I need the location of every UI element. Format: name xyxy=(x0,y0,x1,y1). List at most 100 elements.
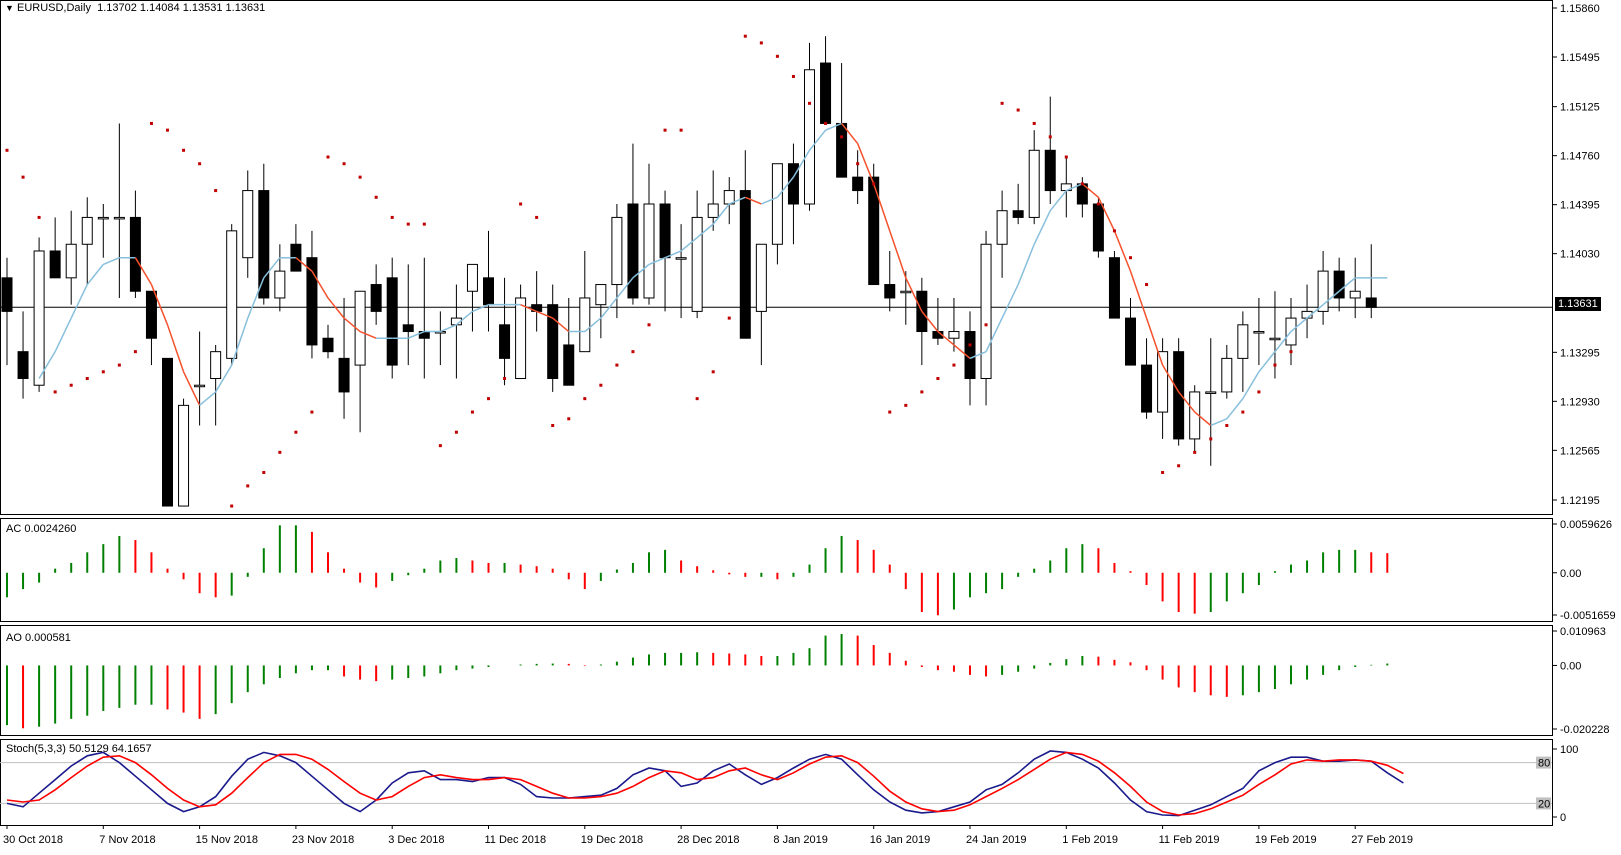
moving-average-segment xyxy=(327,297,345,319)
panel-frame-st xyxy=(0,739,1553,826)
moving-average-segment xyxy=(937,330,955,346)
moving-average-segment xyxy=(921,310,939,332)
candle-body xyxy=(563,344,575,386)
moving-average-segment xyxy=(1017,243,1035,285)
candle-body xyxy=(1173,351,1185,440)
ac-axis-label: 0.00 xyxy=(1560,568,1581,580)
moving-average-segment xyxy=(552,317,570,333)
moving-average-segment xyxy=(712,203,730,225)
x-axis-label: 24 Jan 2019 xyxy=(966,834,1027,846)
moving-average-segment xyxy=(1306,304,1324,319)
psar-dot xyxy=(872,182,876,186)
candle-body xyxy=(129,216,141,292)
psar-dot xyxy=(310,410,314,414)
psar-dot xyxy=(230,504,234,508)
moving-average-segment xyxy=(295,257,313,272)
moving-average-segment xyxy=(985,317,1003,352)
candle-body xyxy=(1044,149,1056,192)
candle-body xyxy=(33,250,45,386)
price-axis-label: 1.14760 xyxy=(1560,151,1600,163)
candle-body xyxy=(820,62,832,124)
moving-average-segment xyxy=(1322,290,1340,306)
moving-average-segment xyxy=(38,351,56,379)
menu-triangle-icon[interactable]: ▼ xyxy=(5,3,14,13)
moving-average-segment xyxy=(841,122,859,145)
psar-dot xyxy=(888,410,892,414)
x-axis-label: 1 Feb 2019 xyxy=(1062,834,1118,846)
candle-body xyxy=(1333,270,1345,299)
moving-average-segment xyxy=(472,303,489,313)
candle-body xyxy=(17,351,29,380)
x-axis-label: 8 Jan 2019 xyxy=(773,834,827,846)
candle-body xyxy=(226,230,238,359)
ao-axis-label: 0.010963 xyxy=(1560,626,1606,638)
candle-body xyxy=(948,331,960,339)
moving-average-segment xyxy=(230,317,249,366)
psar-dot xyxy=(695,397,699,401)
psar-dot xyxy=(470,410,474,414)
candle-body xyxy=(980,243,992,380)
psar-dot xyxy=(968,343,972,347)
candle-body xyxy=(707,203,719,218)
moving-average-segment xyxy=(54,317,72,352)
moving-average-segment xyxy=(166,324,185,373)
psar-dot xyxy=(727,316,731,320)
psar-dot xyxy=(1016,108,1020,112)
candle-body xyxy=(1012,210,1024,218)
ao-axis-label: -0.020228 xyxy=(1560,724,1610,736)
candle-body xyxy=(787,163,799,205)
stoch-main-line xyxy=(6,750,1404,817)
x-axis-label: 15 Nov 2018 xyxy=(196,834,258,846)
psar-dot xyxy=(358,175,362,179)
psar-dot xyxy=(551,423,555,427)
psar-dot xyxy=(567,417,571,421)
moving-average-segment xyxy=(150,284,169,326)
moving-average-segment xyxy=(872,183,891,232)
psar-dot xyxy=(262,470,266,474)
moving-average-segment xyxy=(664,250,682,259)
moving-average-segment xyxy=(1338,277,1356,292)
stoch-level-label: 80 xyxy=(1538,758,1550,770)
moving-average-segment xyxy=(1049,190,1067,212)
psar-dot xyxy=(583,397,587,401)
candle-body xyxy=(1141,364,1153,413)
x-axis-label: 19 Dec 2018 xyxy=(581,834,643,846)
candle-body xyxy=(643,203,655,299)
psar-dot xyxy=(1273,363,1277,367)
psar-dot xyxy=(1289,350,1293,354)
psar-dot xyxy=(1032,121,1036,125)
psar-dot xyxy=(198,162,202,166)
moving-average-segment xyxy=(70,284,88,319)
candle-body xyxy=(836,122,848,178)
psar-dot xyxy=(1064,155,1068,159)
candle-body xyxy=(1253,331,1265,334)
psar-dot xyxy=(326,155,330,159)
candle-body xyxy=(1108,257,1120,319)
psar-dot xyxy=(663,128,667,132)
price-axis-label: 1.12195 xyxy=(1560,495,1600,507)
moving-average-segment xyxy=(745,196,762,205)
stoch-axis-label: 0 xyxy=(1560,812,1566,824)
moving-average-segment xyxy=(520,303,537,313)
moving-average-segment xyxy=(1145,317,1164,366)
candle-body xyxy=(1,277,13,312)
psar-dot xyxy=(599,383,603,387)
candle-body xyxy=(675,257,687,260)
candle-body xyxy=(1125,317,1136,366)
moving-average-segment xyxy=(247,277,265,319)
psar-dot xyxy=(615,363,619,367)
candle-body xyxy=(1205,391,1217,394)
psar-dot xyxy=(519,202,523,206)
candle-body xyxy=(579,297,591,353)
moving-average-segment xyxy=(856,143,875,185)
ac-panel-label: AC 0.0024260 xyxy=(6,523,77,535)
candle-body xyxy=(162,357,173,507)
moving-average-segment xyxy=(1226,398,1244,420)
candle-body xyxy=(1237,324,1249,359)
moving-average-segment xyxy=(343,317,361,333)
moving-average-segment xyxy=(359,330,377,339)
psar-dot xyxy=(952,363,956,367)
moving-average-segment xyxy=(1001,284,1019,319)
psar-dot xyxy=(246,484,250,488)
